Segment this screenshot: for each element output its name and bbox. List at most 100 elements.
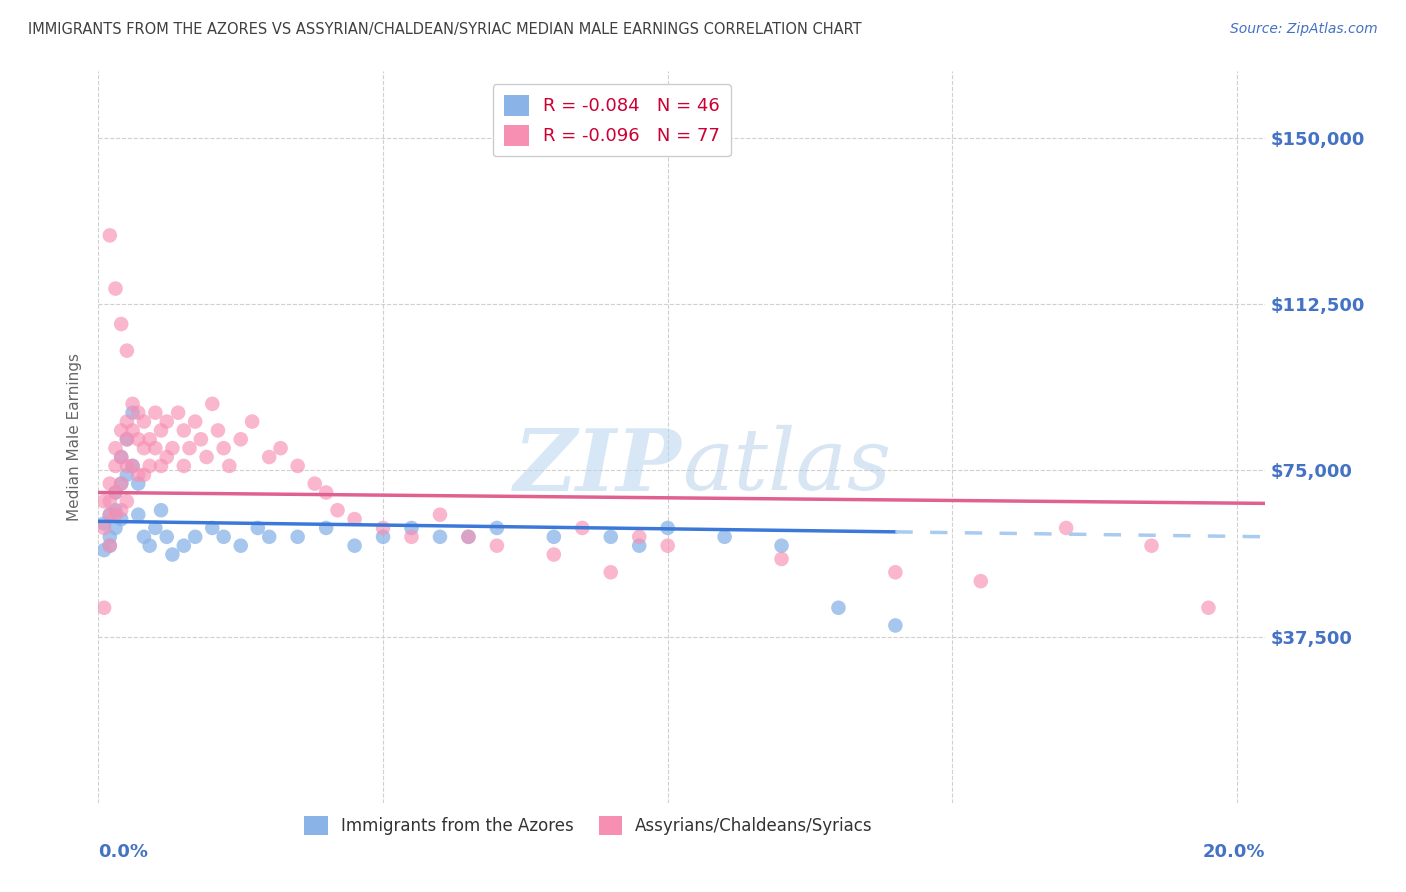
Point xyxy=(138,458,160,473)
Point xyxy=(115,467,138,482)
Point xyxy=(287,530,309,544)
Point xyxy=(104,485,127,500)
Point xyxy=(132,415,155,429)
Point xyxy=(127,508,149,522)
Point xyxy=(246,521,269,535)
Point xyxy=(212,530,235,544)
Point xyxy=(127,476,149,491)
Point xyxy=(543,548,565,562)
Point xyxy=(115,432,138,446)
Point xyxy=(257,530,280,544)
Point xyxy=(429,508,451,522)
Point xyxy=(970,574,993,589)
Point xyxy=(98,530,121,544)
Point xyxy=(98,508,121,522)
Point xyxy=(599,530,621,544)
Point xyxy=(110,503,132,517)
Point xyxy=(150,458,173,473)
Point xyxy=(162,441,184,455)
Point xyxy=(156,530,179,544)
Point xyxy=(173,458,195,473)
Point xyxy=(315,485,337,500)
Point xyxy=(132,530,155,544)
Point xyxy=(401,521,423,535)
Point xyxy=(827,600,849,615)
Point xyxy=(98,508,121,522)
Point xyxy=(156,415,179,429)
Point xyxy=(115,415,138,429)
Y-axis label: Median Male Earnings: Median Male Earnings xyxy=(67,353,83,521)
Point xyxy=(343,512,366,526)
Point xyxy=(127,467,149,482)
Point xyxy=(162,548,184,562)
Point xyxy=(371,521,394,535)
Point xyxy=(110,476,132,491)
Point xyxy=(628,530,651,544)
Point xyxy=(257,450,280,464)
Point xyxy=(201,397,224,411)
Point xyxy=(110,450,132,464)
Point xyxy=(184,530,207,544)
Point xyxy=(884,566,907,580)
Point xyxy=(93,543,115,558)
Point xyxy=(98,476,121,491)
Text: IMMIGRANTS FROM THE AZORES VS ASSYRIAN/CHALDEAN/SYRIAC MEDIAN MALE EARNINGS CORR: IMMIGRANTS FROM THE AZORES VS ASSYRIAN/C… xyxy=(28,22,862,37)
Point xyxy=(104,458,127,473)
Point xyxy=(110,476,132,491)
Point xyxy=(121,406,143,420)
Point xyxy=(485,539,508,553)
Point xyxy=(543,530,565,544)
Text: 0.0%: 0.0% xyxy=(98,843,149,861)
Point xyxy=(138,539,160,553)
Point xyxy=(104,521,127,535)
Point xyxy=(150,424,173,438)
Point xyxy=(179,441,201,455)
Text: atlas: atlas xyxy=(682,425,891,508)
Point xyxy=(173,424,195,438)
Point xyxy=(343,539,366,553)
Point xyxy=(657,521,679,535)
Point xyxy=(110,512,132,526)
Point xyxy=(110,450,132,464)
Point xyxy=(121,458,143,473)
Point xyxy=(98,494,121,508)
Point xyxy=(270,441,292,455)
Point xyxy=(98,539,121,553)
Point xyxy=(287,458,309,473)
Point xyxy=(457,530,479,544)
Point xyxy=(315,521,337,535)
Point xyxy=(104,503,127,517)
Point xyxy=(457,530,479,544)
Point xyxy=(884,618,907,632)
Point xyxy=(229,432,252,446)
Point xyxy=(713,530,735,544)
Point xyxy=(167,406,190,420)
Point xyxy=(104,485,127,500)
Point xyxy=(98,228,121,243)
Point xyxy=(93,600,115,615)
Point xyxy=(485,521,508,535)
Point xyxy=(132,467,155,482)
Point xyxy=(240,415,263,429)
Point xyxy=(195,450,218,464)
Point xyxy=(571,521,593,535)
Text: 20.0%: 20.0% xyxy=(1204,843,1265,861)
Point xyxy=(207,424,229,438)
Point xyxy=(173,539,195,553)
Point xyxy=(190,432,212,446)
Point xyxy=(93,521,115,535)
Text: ZIP: ZIP xyxy=(515,425,682,508)
Point xyxy=(121,458,143,473)
Point xyxy=(104,282,127,296)
Point xyxy=(1198,600,1220,615)
Point xyxy=(143,441,166,455)
Point xyxy=(429,530,451,544)
Point xyxy=(115,494,138,508)
Point xyxy=(132,441,155,455)
Point xyxy=(143,521,166,535)
Point xyxy=(115,432,138,446)
Point xyxy=(93,516,115,531)
Point xyxy=(115,343,138,358)
Point xyxy=(628,539,651,553)
Point xyxy=(121,397,143,411)
